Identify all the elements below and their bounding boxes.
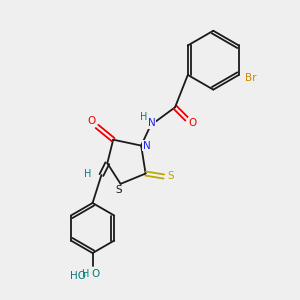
Text: Br: Br — [245, 74, 257, 83]
Text: O: O — [189, 118, 197, 128]
Text: HO: HO — [70, 271, 86, 281]
Text: N: N — [148, 118, 155, 128]
Text: H: H — [84, 169, 91, 178]
Text: H: H — [140, 112, 147, 122]
Text: O: O — [92, 269, 100, 279]
Text: H: H — [82, 269, 89, 279]
Text: S: S — [116, 185, 122, 195]
Text: S: S — [167, 172, 174, 182]
Text: N: N — [142, 141, 150, 151]
Text: O: O — [88, 116, 96, 126]
